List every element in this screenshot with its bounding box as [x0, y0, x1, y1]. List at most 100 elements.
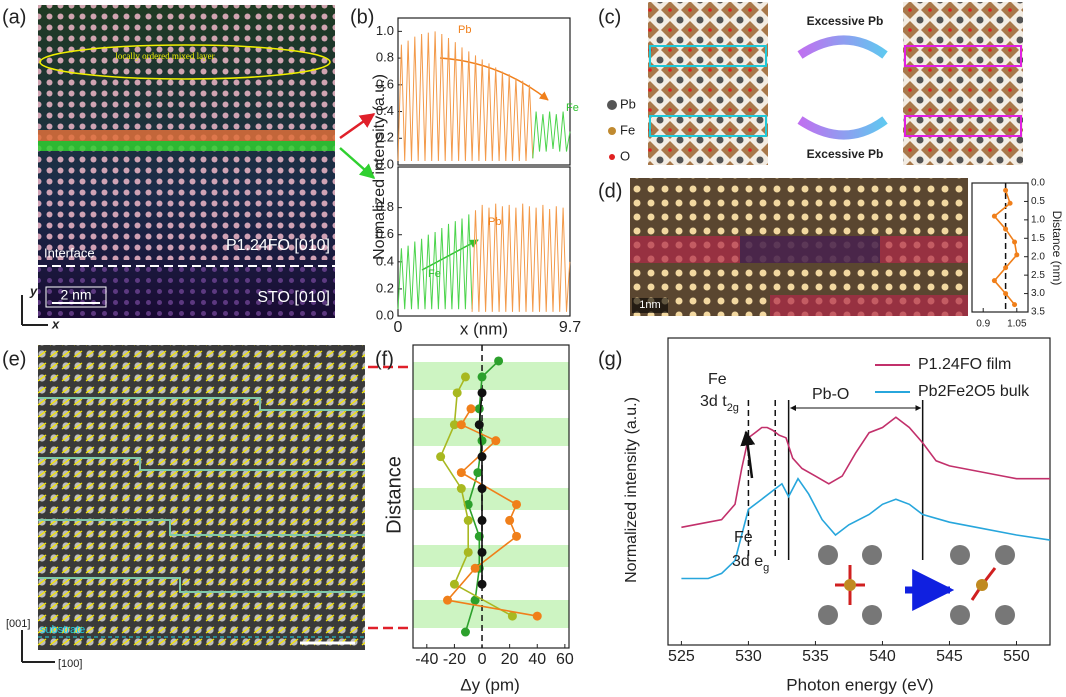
- stem-image-e: [21, 345, 412, 663]
- legend-label: Pb: [620, 96, 636, 111]
- data-point: [449, 420, 459, 430]
- substrate-label: STO [010]: [257, 289, 330, 306]
- series-line: [397, 214, 473, 310]
- panel-label: (f): [375, 348, 394, 370]
- data-point: [463, 515, 473, 525]
- data-point: [477, 515, 487, 525]
- x-tick-label: 535: [802, 648, 829, 665]
- substrate-label: substrate: [40, 624, 85, 636]
- series-line: [471, 203, 571, 312]
- plot-frame: [397, 166, 571, 317]
- link-arrow: [339, 147, 376, 179]
- film-label: P1.24FO [010]: [226, 237, 330, 254]
- data-point: [1014, 252, 1020, 258]
- x-tick-label: 60: [556, 651, 574, 668]
- y-tick-label: 0.2: [376, 130, 394, 145]
- data-point: [532, 611, 542, 621]
- y-tick-label: 0.2: [376, 280, 394, 295]
- y-tick-label: 0.4: [376, 103, 394, 118]
- x-tick-label: 1.05: [1007, 319, 1027, 330]
- x-tick-label: -40: [415, 651, 438, 668]
- annotation: 3d eg: [732, 553, 769, 574]
- y-axis-label: Normalized intensity (a.u.): [371, 74, 388, 260]
- interface-label: Interface: [44, 245, 95, 260]
- arrow-label: Excessive Pb: [807, 147, 884, 161]
- y-tick-label: 0.6: [376, 76, 394, 91]
- x-tick-label: 530: [735, 648, 762, 665]
- structure-images: [607, 2, 1023, 165]
- data-point: [474, 404, 484, 414]
- plot-frame: [667, 337, 1051, 646]
- data-point: [460, 372, 470, 382]
- x-tick-label: 0: [394, 319, 403, 336]
- panel-label: (e): [2, 348, 26, 370]
- x-axis-label: Photon energy (eV): [786, 675, 933, 694]
- plot-frame: [397, 17, 571, 166]
- axis-label: y: [29, 283, 38, 298]
- data-point: [456, 420, 466, 430]
- axis-label: [100]: [58, 658, 82, 670]
- data-point: [512, 531, 522, 541]
- peak-arrow: [740, 430, 756, 479]
- data-point: [991, 213, 997, 219]
- annotation: locally ordered mixed layer: [115, 51, 214, 61]
- data-point: [452, 388, 462, 398]
- y-axis-label: Distance: [383, 456, 405, 534]
- data-point: [991, 278, 997, 284]
- data-point: [473, 468, 483, 478]
- data-point: [456, 484, 466, 494]
- data-point: [1003, 265, 1009, 271]
- annotation: Pb: [458, 24, 471, 36]
- data-point: [1007, 200, 1013, 206]
- layer-bands: [413, 362, 569, 628]
- data-point: [1012, 239, 1018, 245]
- y-tick-label: 1.5: [1031, 233, 1045, 244]
- legend-label: Pb2Fe2O5 bulk: [918, 383, 1030, 400]
- data-point: [477, 436, 487, 446]
- legend-label: O: [620, 148, 630, 163]
- data-point: [1003, 291, 1009, 297]
- data-point: [491, 436, 501, 446]
- data-point: [470, 595, 480, 605]
- x-axis-label: x (nm): [460, 319, 508, 338]
- scale-label: 1nm: [639, 299, 660, 311]
- x-tick-label: 0: [478, 651, 487, 668]
- data-point: [470, 563, 480, 573]
- annotation: Fe: [734, 529, 753, 546]
- link-arrow: [339, 112, 376, 140]
- series-line: [445, 408, 538, 617]
- x-tick-label: 540: [869, 648, 896, 665]
- arrow-label: Excessive Pb: [807, 14, 884, 28]
- trend-arrow: [439, 57, 549, 101]
- data-point: [1003, 226, 1009, 232]
- annotation: Pb-O: [812, 386, 849, 403]
- data-point: [477, 388, 487, 398]
- x-tick-label: 545: [936, 648, 963, 665]
- data-point: [477, 547, 487, 557]
- axis-label: [001]: [6, 618, 30, 630]
- legend-label: P1.24FO film: [918, 356, 1011, 373]
- y-tick-label: 0.6: [376, 226, 394, 241]
- series-line: [993, 190, 1018, 306]
- series-line: [681, 416, 1050, 529]
- data-point: [507, 611, 517, 621]
- y-tick-label: 1.0: [376, 23, 394, 38]
- data-point: [477, 579, 487, 589]
- y-tick-label: 2.5: [1031, 270, 1045, 281]
- data-point: [1003, 187, 1009, 193]
- octahedra-inset: [818, 545, 1015, 625]
- y-tick-label: 3.0: [1031, 288, 1045, 299]
- panel-label: (a): [2, 6, 26, 28]
- y-tick-label: 0.5: [1031, 196, 1045, 207]
- annotation-text: 3d e: [732, 553, 763, 570]
- panel-label: (c): [598, 6, 621, 28]
- annotation-sub: 2g: [727, 402, 739, 414]
- x-tick-label: 550: [1003, 648, 1030, 665]
- data-point: [494, 356, 504, 366]
- series-line: [397, 31, 534, 162]
- data-point: [512, 499, 522, 509]
- annotation-text: 3d t: [700, 393, 727, 410]
- data-point: [460, 627, 470, 637]
- panel-label: (g): [598, 348, 622, 370]
